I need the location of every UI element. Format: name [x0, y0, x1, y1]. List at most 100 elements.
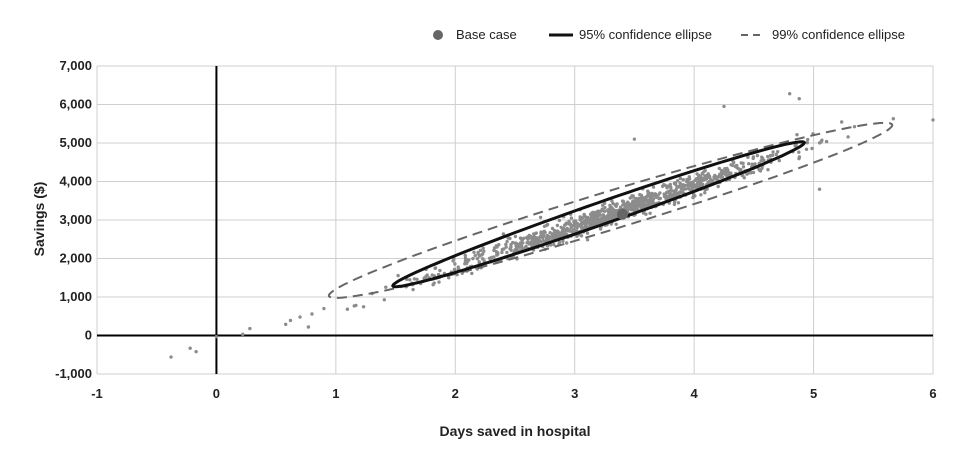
data-point: [711, 179, 715, 183]
data-point: [431, 283, 435, 287]
data-point: [559, 225, 563, 229]
data-point: [761, 158, 765, 162]
data-point: [585, 238, 590, 242]
data-point: [642, 202, 647, 206]
data-point: [669, 187, 673, 192]
data-point: [621, 199, 626, 204]
data-point: [538, 234, 543, 239]
data-point: [699, 193, 703, 197]
data-point: [495, 252, 499, 256]
y-tick-label: 7,000: [59, 58, 92, 73]
data-point: [504, 242, 508, 247]
data-point: [852, 125, 857, 129]
data-point: [819, 140, 823, 144]
x-tick-label: 5: [810, 386, 817, 401]
data-point: [758, 169, 763, 173]
data-point: [677, 185, 681, 189]
data-point: [603, 209, 607, 213]
data-point: [777, 158, 781, 163]
data-point: [530, 240, 534, 244]
data-point: [594, 210, 598, 215]
data-point: [568, 222, 572, 226]
data-point: [422, 276, 426, 280]
data-point: [840, 120, 844, 124]
data-point: [322, 306, 326, 311]
data-point: [603, 201, 607, 205]
data-point: [637, 204, 642, 208]
data-point: [555, 223, 560, 228]
data-point: [766, 154, 770, 159]
data-point: [565, 226, 569, 231]
data-point: [557, 218, 562, 223]
data-point: [470, 271, 474, 276]
data-point: [513, 248, 517, 252]
data-point: [382, 298, 386, 302]
data-point: [569, 225, 573, 229]
data-point: [787, 92, 792, 96]
data-point: [505, 250, 509, 255]
data-point: [248, 326, 252, 331]
y-tick-label: 1,000: [59, 289, 92, 304]
data-point: [755, 153, 760, 158]
data-point: [603, 205, 607, 210]
data-point: [846, 135, 850, 139]
data-point: [194, 349, 198, 354]
data-point: [722, 104, 726, 109]
data-point: [542, 239, 546, 243]
data-point: [631, 199, 635, 204]
data-point: [795, 133, 799, 137]
data-point: [545, 235, 549, 239]
data-point: [548, 243, 553, 247]
data-point: [595, 214, 599, 218]
data-point: [564, 222, 568, 226]
data-point: [797, 97, 801, 101]
data-point: [729, 171, 733, 175]
data-point: [665, 195, 669, 199]
data-point: [646, 203, 650, 207]
data-point: [509, 242, 513, 247]
data-point: [684, 187, 688, 191]
data-point: [505, 239, 509, 244]
y-tick-label: 5,000: [59, 135, 92, 150]
data-point: [668, 182, 672, 187]
data-point: [453, 262, 457, 266]
data-point: [552, 242, 556, 247]
data-point: [625, 207, 629, 211]
ellipse-99: [327, 121, 894, 299]
data-point: [288, 318, 293, 323]
data-point: [573, 229, 577, 233]
data-point: [447, 276, 451, 280]
data-point: [560, 233, 565, 238]
data-point: [430, 273, 434, 277]
data-point: [310, 312, 314, 316]
data-point: [541, 236, 545, 241]
data-point: [481, 246, 485, 250]
data-point: [748, 171, 752, 175]
data-point: [533, 232, 537, 236]
data-point: [560, 228, 565, 233]
x-tick-label: 3: [571, 386, 578, 401]
data-point: [703, 168, 707, 173]
data-point: [806, 137, 810, 142]
data-point: [632, 206, 636, 210]
x-tick-label: 0: [213, 386, 220, 401]
data-point: [437, 280, 441, 284]
data-point: [713, 175, 718, 179]
data-point: [582, 213, 586, 218]
data-point: [451, 259, 455, 263]
data-point: [810, 146, 814, 151]
data-point: [679, 182, 683, 187]
data-point: [614, 222, 618, 226]
data-point: [658, 196, 662, 201]
data-point: [607, 209, 612, 214]
data-point: [533, 240, 538, 245]
legend-base-case-label: Base case: [456, 27, 517, 42]
data-point: [716, 184, 720, 189]
data-point: [733, 164, 737, 169]
data-point: [412, 277, 417, 281]
data-point: [648, 211, 652, 215]
data-point: [797, 150, 801, 154]
data-point: [609, 215, 613, 219]
data-point: [516, 243, 520, 248]
data-point: [452, 267, 457, 272]
